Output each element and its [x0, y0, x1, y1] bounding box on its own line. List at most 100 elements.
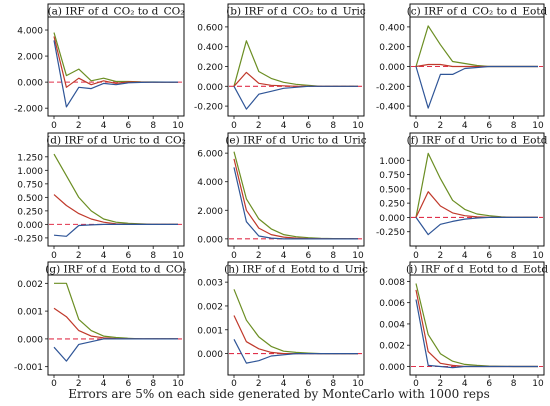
- y-tick-label: 4.000: [17, 27, 43, 37]
- y-tick-label: 0.000: [17, 221, 43, 231]
- panel-title: (d) IRF of d_Uric to d_CO₂: [46, 135, 186, 147]
- lower-band-line: [415, 65, 538, 109]
- x-tick-label: 2: [256, 121, 262, 131]
- plot-area: [47, 145, 185, 247]
- x-tick-label: 4: [462, 121, 468, 131]
- lower-band-line: [233, 167, 358, 240]
- x-tick-label: 8: [511, 251, 517, 261]
- lower-band-line: [415, 299, 538, 369]
- y-tick-label: 0.200: [379, 43, 405, 53]
- y-tick-label: 2.000: [17, 53, 43, 63]
- x-tick-label: 4: [462, 379, 468, 389]
- plot-area: [227, 16, 365, 117]
- plot-area: [409, 274, 545, 376]
- x-tick-label: 6: [306, 251, 312, 261]
- x-tick-label: 6: [486, 251, 492, 261]
- x-tick-label: 8: [150, 379, 156, 389]
- y-tick-label: 0.000: [197, 350, 223, 360]
- x-tick-label: 8: [330, 121, 336, 131]
- y-tick-label: 0.400: [197, 43, 223, 53]
- x-tick-label: 2: [76, 379, 82, 389]
- plot-area: [409, 145, 545, 247]
- x-tick-label: 10: [172, 251, 184, 261]
- x-tick-label: 2: [256, 251, 262, 261]
- x-tick-label: 2: [76, 121, 82, 131]
- plot-area: [227, 274, 365, 376]
- panel-1: (a) IRF of d_CO₂ to d_CO₂ -2.000 0.000 2.00…: [14, 3, 185, 131]
- panel-8: (h) IRF of d_Eotd to d_Uric 0.000 0.001 0.0…: [197, 261, 368, 389]
- x-tick-label: 6: [126, 251, 132, 261]
- x-tick-label: 10: [352, 379, 364, 389]
- y-tick-label: 0.004: [379, 320, 405, 330]
- plot-area: [227, 145, 365, 247]
- y-tick-label: 0.002: [17, 280, 43, 290]
- x-tick-label: 6: [126, 379, 132, 389]
- x-tick-label: 4: [281, 121, 287, 131]
- x-tick-label: 0: [51, 251, 57, 261]
- y-tick-label: 0.400: [379, 23, 405, 33]
- y-tick-label: -0.001: [14, 363, 43, 373]
- y-tick-label: 0.250: [17, 207, 43, 217]
- x-tick-label: 2: [76, 251, 82, 261]
- plot-area: [47, 16, 185, 117]
- x-tick-label: 8: [330, 251, 336, 261]
- y-tick-label: 0.200: [197, 63, 223, 73]
- x-tick-label: 4: [101, 121, 107, 131]
- x-tick-label: 8: [150, 121, 156, 131]
- y-tick-label: 0.001: [17, 308, 43, 318]
- y-tick-label: 0.002: [379, 342, 405, 352]
- lower-band-line: [53, 338, 178, 362]
- y-tick-label: 0.000: [197, 235, 223, 245]
- x-tick-label: 10: [172, 379, 184, 389]
- panel-title: (i) IRF of d_Eotd to d_Eotd: [406, 264, 548, 276]
- x-tick-label: 10: [532, 251, 544, 261]
- panel-2: (b) IRF of d_CO₂ to d_Uric -0.200 0.000 0.2…: [194, 3, 366, 131]
- y-tick-label: 0.500: [379, 185, 405, 195]
- x-tick-label: 10: [172, 121, 184, 131]
- y-tick-label: 0.000: [379, 214, 405, 224]
- y-tick-label: 1.250: [17, 153, 43, 163]
- y-tick-label: 0.000: [17, 79, 43, 89]
- y-tick-label: -2.000: [14, 105, 43, 115]
- y-tick-label: 0.600: [197, 23, 223, 33]
- x-tick-label: 2: [438, 251, 444, 261]
- y-tick-label: 0.008: [379, 278, 405, 288]
- y-tick-label: 0.000: [379, 63, 405, 73]
- x-tick-label: 10: [532, 379, 544, 389]
- panel-3: (c) IRF of d_CO₂ to d_Eotd -0.400 -0.200 0.…: [376, 3, 548, 131]
- x-tick-label: 4: [281, 251, 287, 261]
- x-tick-label: 4: [462, 251, 468, 261]
- panel-title: (b) IRF of d_CO₂ to d_Uric: [226, 6, 366, 18]
- panel-title: (a) IRF of d_CO₂ to d_CO₂: [48, 6, 185, 18]
- y-tick-label: 6.000: [197, 150, 223, 160]
- x-tick-label: 4: [281, 379, 287, 389]
- panel-6: (f) IRF of d_Uric to d_Eotd -0.250 0.000 0.…: [376, 132, 548, 261]
- x-tick-label: 6: [306, 121, 312, 131]
- x-tick-label: 0: [231, 121, 237, 131]
- y-tick-label: 0.000: [379, 363, 405, 373]
- panel-5: (e) IRF of d_Uric to d_Uric 0.000 2.000 4.0…: [197, 132, 367, 261]
- panel-4: (d) IRF of d_Uric to d_CO₂ -0.250 0.000 0.2…: [14, 132, 186, 261]
- x-tick-label: 10: [352, 121, 364, 131]
- x-tick-label: 0: [51, 121, 57, 131]
- x-tick-label: 6: [486, 121, 492, 131]
- x-tick-label: 8: [150, 251, 156, 261]
- x-tick-label: 10: [352, 251, 364, 261]
- x-tick-label: 6: [126, 121, 132, 131]
- x-tick-label: 0: [231, 379, 237, 389]
- x-tick-label: 8: [511, 379, 517, 389]
- y-tick-label: 0.500: [17, 194, 43, 204]
- x-tick-label: 4: [101, 251, 107, 261]
- x-tick-label: 8: [330, 379, 336, 389]
- lower-band-line: [233, 339, 358, 364]
- x-tick-label: 6: [306, 379, 312, 389]
- y-tick-label: 0.006: [379, 299, 405, 309]
- y-tick-label: 0.750: [379, 171, 405, 181]
- y-tick-label: -0.250: [14, 234, 43, 244]
- y-tick-label: 0.000: [17, 335, 43, 345]
- y-tick-label: 0.750: [17, 180, 43, 190]
- x-tick-label: 10: [532, 121, 544, 131]
- y-tick-label: 1.000: [17, 167, 43, 177]
- panel-7: (g) IRF of d_Eotd to d_CO₂ -0.001 0.000 0.0…: [14, 261, 187, 389]
